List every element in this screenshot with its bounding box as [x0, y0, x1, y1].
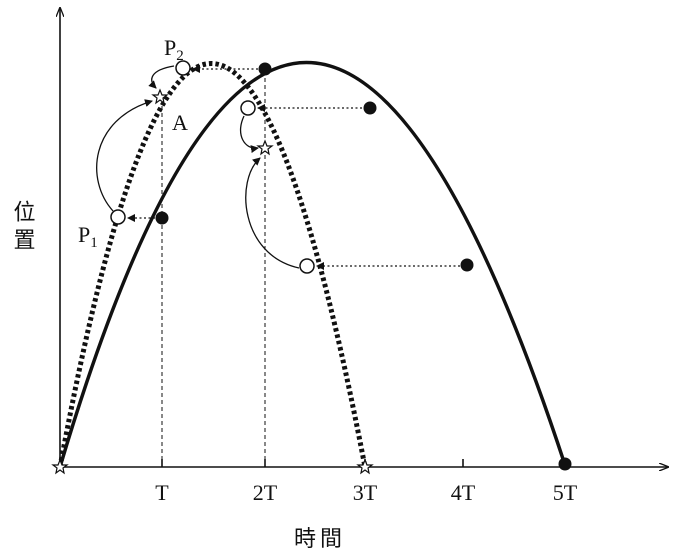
- x-tick-label: 4T: [451, 480, 476, 505]
- x-tick-label: 3T: [353, 480, 378, 505]
- p1-sub: 1: [90, 235, 98, 251]
- x-axis-label: 時間: [294, 527, 346, 552]
- projection-arrows: [127, 65, 460, 270]
- x-tick-label: 2T: [253, 480, 278, 505]
- dotted-curve: [57, 61, 368, 468]
- a-label: A: [172, 110, 188, 135]
- curved-arrows: [96, 65, 300, 269]
- p2-letter: P: [164, 35, 176, 60]
- p1-label: P1: [78, 222, 98, 251]
- x-tick-label: 5T: [553, 480, 578, 505]
- open-points: [110, 60, 315, 274]
- p2-label: P2: [164, 35, 184, 64]
- x-ticks: T 2T 3T 4T 5T: [155, 480, 578, 505]
- p2-sub: 2: [176, 48, 184, 64]
- stars: [51, 88, 374, 475]
- x-tick-label: T: [155, 480, 169, 505]
- guide-lines: [161, 72, 266, 467]
- y-axis-label: 位置: [10, 200, 36, 256]
- filled-points: [155, 62, 572, 471]
- axes: [60, 8, 668, 467]
- solid-curve: [58, 60, 567, 468]
- p1-letter: P: [78, 222, 90, 247]
